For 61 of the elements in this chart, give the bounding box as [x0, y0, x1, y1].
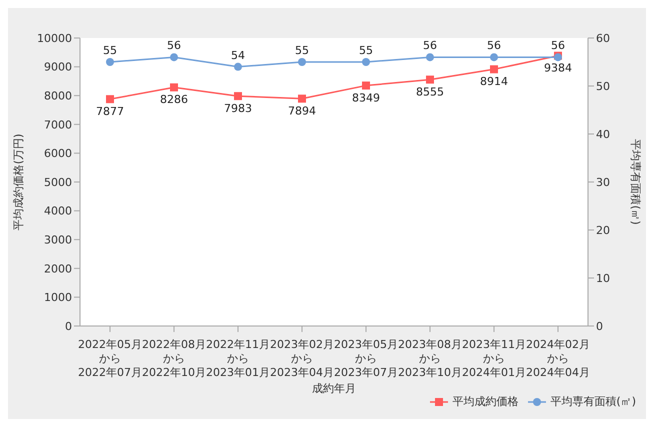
point [170, 83, 178, 92]
point [426, 76, 434, 84]
point [106, 58, 114, 66]
y-tick-label: 8000 [44, 90, 72, 103]
point [170, 53, 178, 62]
data-label: 9384 [544, 62, 572, 75]
point [490, 65, 498, 74]
point [298, 94, 306, 103]
legend-label: 平均成約価格 [451, 394, 518, 409]
y2-tick-label: 30 [596, 176, 610, 189]
y-tick-label: 0 [65, 320, 72, 333]
point [362, 58, 370, 66]
data-label: 7877 [96, 104, 124, 118]
point [106, 95, 114, 104]
x-tick-label: 2023年08月から2023年10月 [398, 338, 462, 379]
y-tick-label: 10000 [37, 32, 72, 45]
point [490, 53, 498, 62]
y-tick-label: 5000 [44, 176, 72, 189]
data-label: 8555 [416, 85, 444, 98]
data-label: 56 [551, 39, 565, 52]
data-label: 8914 [480, 75, 508, 88]
point [426, 53, 434, 62]
data-label: 7894 [288, 104, 316, 118]
data-label: 7983 [224, 102, 252, 115]
y2-tick-label: 20 [596, 224, 610, 237]
y2-tick-label: 50 [596, 80, 610, 93]
data-label: 55 [359, 44, 373, 57]
x-tick-label: 2023年02月から2023年04月 [270, 338, 334, 379]
data-label: 55 [295, 44, 309, 57]
y2-axis-title: 平均専有面積(㎡) [629, 139, 642, 225]
point [234, 92, 242, 100]
point [362, 82, 370, 90]
data-label: 56 [423, 39, 437, 52]
y-tick-label: 1000 [44, 291, 72, 304]
point [298, 58, 306, 66]
y2-tick-label: 40 [596, 128, 610, 141]
data-label: 8286 [160, 93, 188, 106]
y-tick-label: 2000 [44, 262, 72, 276]
x-tick-label: 2022年11月から2023年01月 [206, 338, 270, 379]
data-label: 8349 [352, 91, 380, 104]
legend-label: 平均専有面積(㎡) [549, 394, 636, 409]
data-label: 54 [231, 48, 245, 62]
y-tick-label: 9000 [44, 60, 72, 74]
data-label: 56 [167, 39, 181, 52]
y2-tick-label: 10 [596, 272, 610, 285]
y2-tick-label: 60 [596, 32, 610, 45]
y-axis-title: 平均成約価格(万円) [12, 134, 25, 230]
x-tick-label: 2022年05月から2022年07月 [78, 338, 142, 379]
y-tick-label: 7000 [44, 118, 72, 132]
point [234, 62, 242, 71]
x-tick-label: 2023年05月から2023年07月 [334, 338, 398, 379]
y-tick-label: 6000 [44, 147, 72, 160]
y-tick-label: 4000 [44, 204, 72, 218]
y2-tick-label: 0 [596, 320, 603, 333]
x-tick-label: 2023年11月から2024年01月 [462, 338, 526, 379]
x-axis-title: 成約年月 [312, 382, 356, 395]
x-tick-label: 2024年02月から2024年04月 [526, 338, 590, 379]
x-tick-label: 2022年08月から2022年10月 [142, 338, 206, 379]
data-label: 56 [487, 39, 501, 52]
data-label: 55 [103, 44, 117, 57]
y-tick-label: 3000 [44, 234, 72, 247]
